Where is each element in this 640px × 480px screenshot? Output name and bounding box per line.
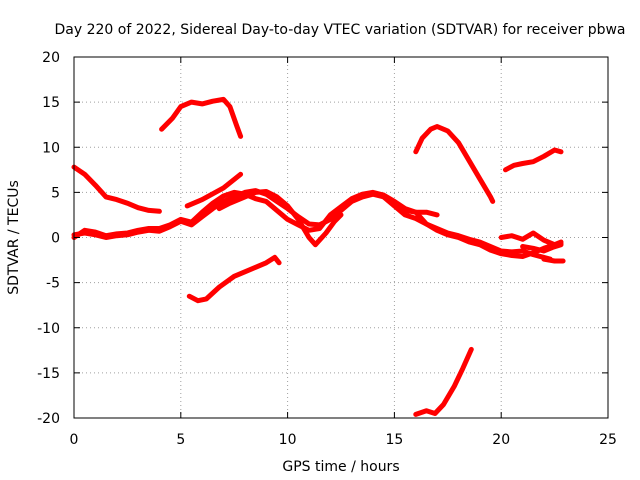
x-tick-label: 0 xyxy=(70,432,79,448)
x-tick-label: 25 xyxy=(599,432,617,448)
series-line-11 xyxy=(503,147,564,173)
grid-layer xyxy=(74,57,608,418)
series-line-4 xyxy=(184,171,244,209)
y-axis-label: SDTVAR / TECUs xyxy=(6,180,22,295)
series-line-9 xyxy=(402,207,553,262)
tick-layer: 0 5 10 15 20 25 -20 -15 -10 -5 0 5 10 15 20 xyxy=(37,50,617,448)
series-line-8 xyxy=(413,124,496,204)
y-tick-label: 20 xyxy=(42,50,60,66)
y-tick-label: 10 xyxy=(42,140,60,156)
series-line-1 xyxy=(71,164,162,214)
x-tick-label: 15 xyxy=(385,432,403,448)
plot-layer xyxy=(71,96,566,417)
series-line-12 xyxy=(520,242,564,254)
y-tick-label: 0 xyxy=(51,231,60,247)
x-tick-label: 20 xyxy=(492,432,510,448)
x-tick-label: 10 xyxy=(279,432,297,448)
series-line-13 xyxy=(541,256,566,264)
y-tick-label: -20 xyxy=(37,411,60,427)
y-tick-label: -10 xyxy=(37,321,60,337)
series-line-6 xyxy=(159,96,244,139)
series-line-14 xyxy=(413,346,474,417)
series-line-3 xyxy=(71,189,440,240)
series-line-7 xyxy=(186,254,282,304)
chart-title: Day 220 of 2022, Sidereal Day-to-day VTE… xyxy=(54,22,625,38)
x-axis-label: GPS time / hours xyxy=(282,459,399,475)
y-tick-label: 5 xyxy=(51,185,60,201)
y-tick-label: -15 xyxy=(37,366,60,382)
series-line-5 xyxy=(216,189,344,248)
y-tick-label: -5 xyxy=(46,276,60,292)
y-tick-label: 15 xyxy=(42,95,60,111)
x-tick-label: 5 xyxy=(176,432,185,448)
